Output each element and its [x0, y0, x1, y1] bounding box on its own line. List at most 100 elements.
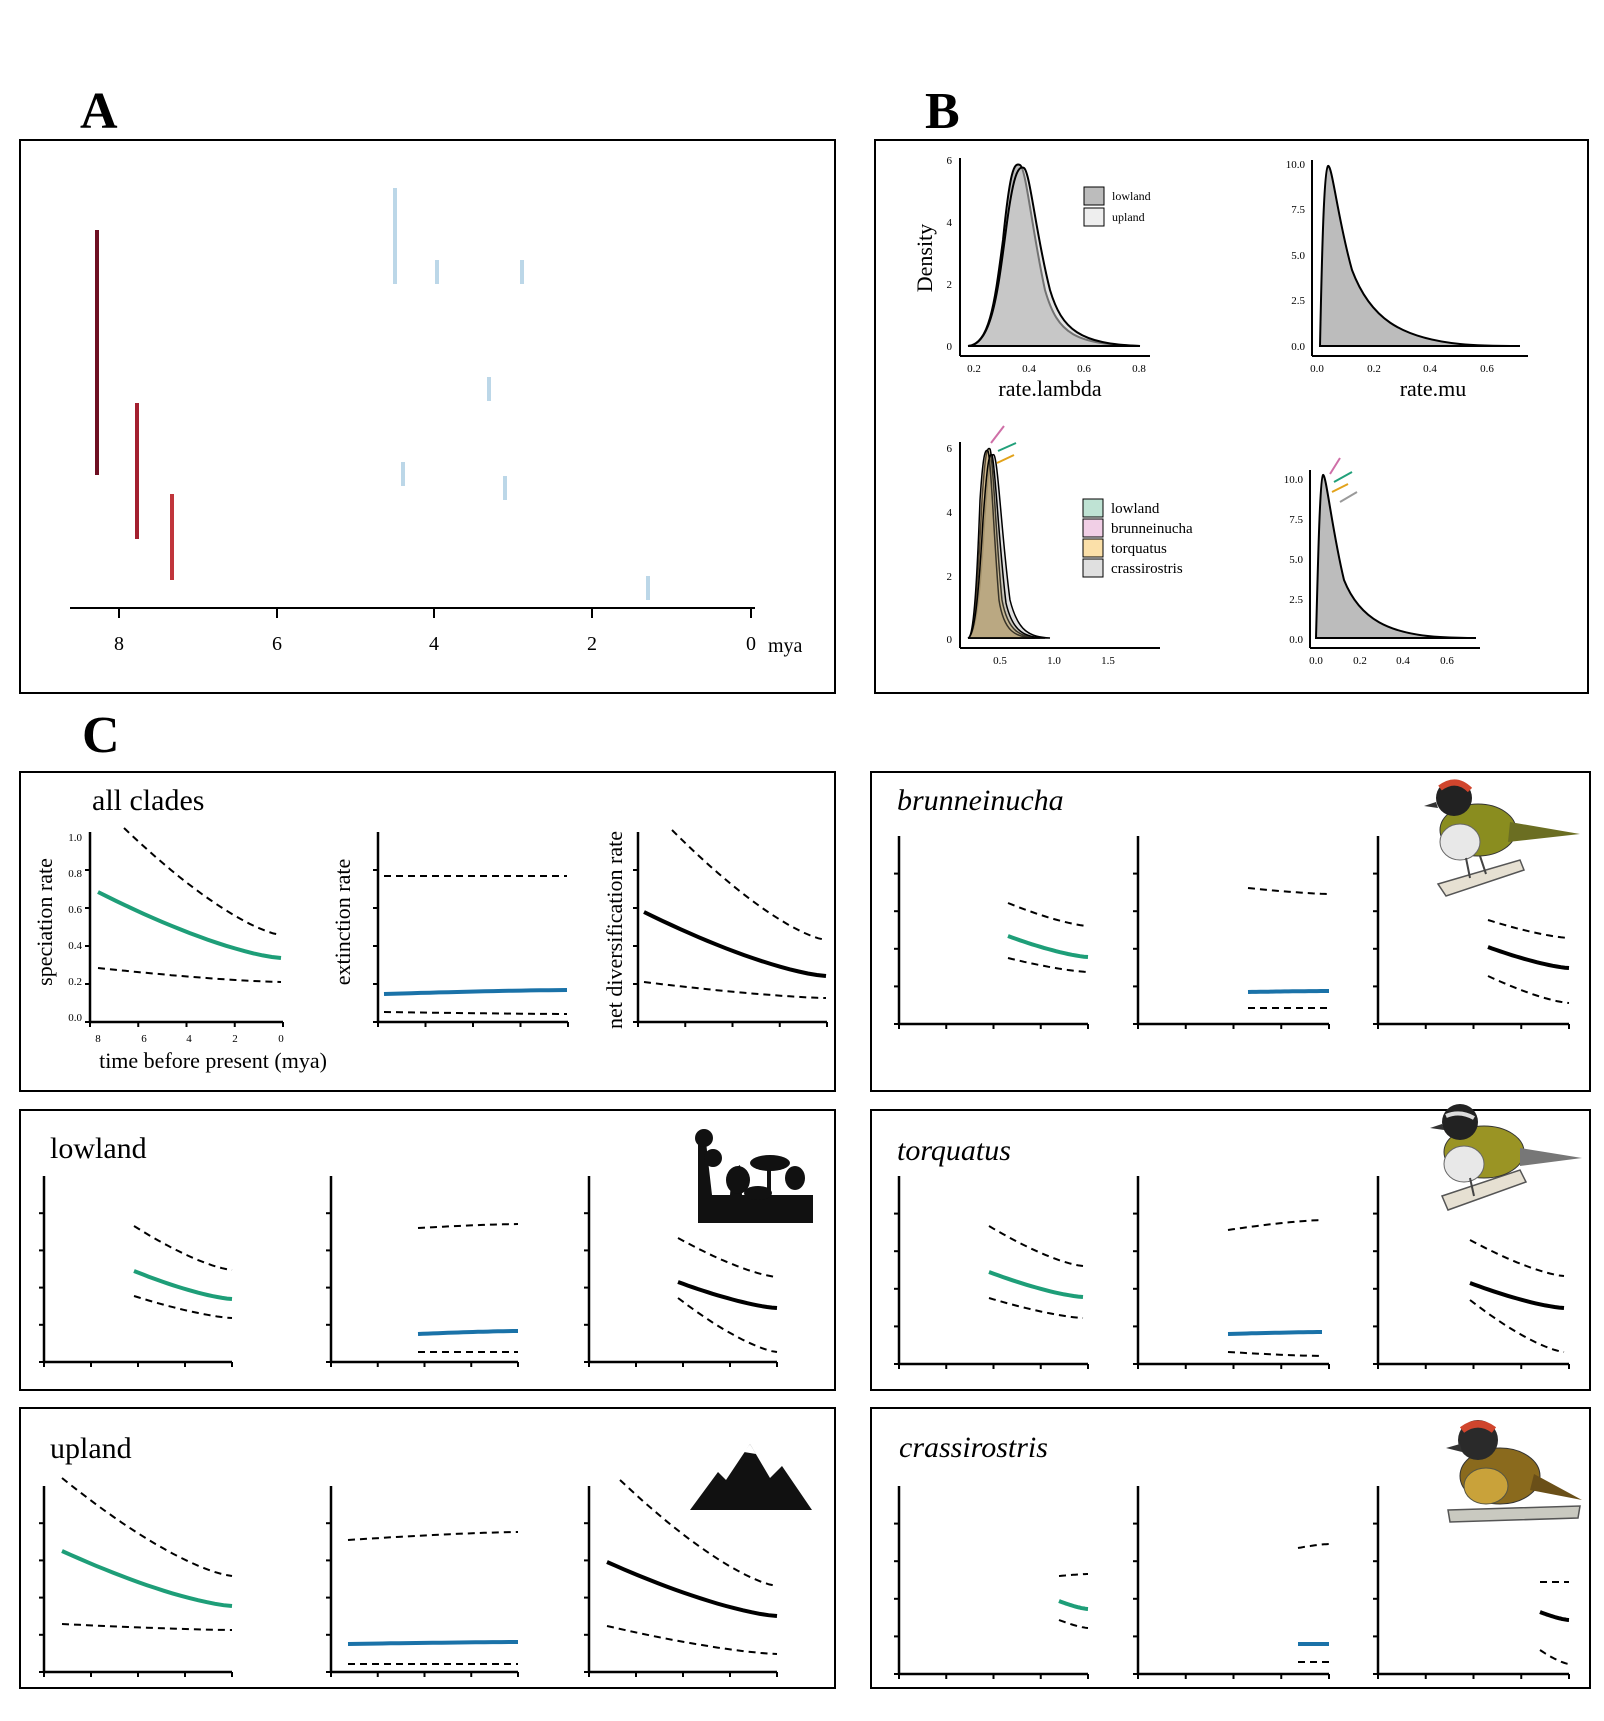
- legend-label-lowland: lowland: [1111, 501, 1160, 517]
- lambda-x-tick: 0.2: [967, 363, 981, 375]
- mountain-silhouette-icon: [690, 1444, 812, 1510]
- arrow-crassirostris: [1339, 491, 1358, 503]
- clades-lambda-y-tick: 0: [947, 634, 953, 646]
- clades-mu-y-tick: 7.5: [1289, 514, 1303, 526]
- arrow-brunneinucha: [1329, 457, 1341, 475]
- x-tick-label: 6: [141, 1033, 147, 1045]
- rate-subplots: [894, 1176, 1570, 1369]
- net-lower-ci: [606, 1625, 778, 1655]
- mu-x-tick: 0.6: [1480, 363, 1494, 375]
- rate-panel-crassirostris: crassirostris: [870, 1407, 1591, 1689]
- rate-subplots: [39, 1176, 778, 1367]
- mu-y-tick: 2.5: [1291, 295, 1305, 307]
- ylabel-net-diversification: net diversification rate: [602, 831, 627, 1029]
- phylogeny-tree: [95, 188, 765, 602]
- rate-panel-all-clades: all clades speciation rate extinction ra…: [19, 771, 836, 1092]
- speciation-lower-ci: [97, 967, 282, 983]
- mu-x-label: rate.mu: [1400, 376, 1467, 401]
- mu-y-tick: 7.5: [1291, 204, 1305, 216]
- rate-panel-brunneinucha: brunneinucha: [870, 771, 1591, 1092]
- net-rate-line: [1469, 1281, 1565, 1310]
- tree-axis-ticks: [118, 608, 752, 618]
- extinction-upper-ci: [417, 1223, 519, 1229]
- rate-panel-title: crassirostris: [899, 1431, 1048, 1464]
- speciation-y-ticks: 0.0 0.2 0.4 0.6 0.8 1.0: [68, 832, 82, 1024]
- speciation-rate-line: [988, 1270, 1084, 1299]
- y-tick-label: 0.0: [68, 1012, 82, 1024]
- legend-swatch-crassirostris: [1082, 558, 1104, 578]
- panel-b-frame: [874, 139, 1589, 694]
- density-mu-clades: [1314, 473, 1477, 639]
- extinction-lower-ci: [383, 1011, 567, 1015]
- clade-arrows-lambda: [990, 425, 1017, 464]
- bird-illustration-crassirostris-icon: [1446, 1420, 1582, 1523]
- speciation-x-ticks: 8 6 4 2 0: [95, 1033, 284, 1045]
- legend-label-torquatus: torquatus: [1111, 541, 1167, 557]
- speciation-upper-ci: [988, 1225, 1084, 1267]
- lambda-x-tick: 0.4: [1022, 363, 1036, 375]
- rate-panel-title: upland: [50, 1432, 132, 1465]
- ylabel-speciation: speciation rate: [32, 858, 57, 986]
- legend-swatch-lowland: [1082, 498, 1104, 518]
- extinction-upper-ci: [1227, 1219, 1323, 1231]
- mu-x-tick: 0.4: [1423, 363, 1437, 375]
- arrow-lowland: [1333, 471, 1353, 483]
- legend-label-lowland: lowland: [1112, 189, 1151, 203]
- rainforest-silhouette-icon: [695, 1129, 813, 1223]
- tree-axis-tick-label: 4: [429, 633, 439, 655]
- net-rate-line: [643, 910, 827, 978]
- arrow-brunneinucha: [990, 425, 1005, 444]
- legend-label-brunneinucha: brunneinucha: [1111, 521, 1193, 537]
- mu-y-tick: 10.0: [1286, 159, 1306, 171]
- panel-label-c: C: [82, 707, 120, 764]
- y-tick-label: 0.8: [68, 868, 82, 880]
- tree-axis-tick-label: 0: [746, 633, 756, 655]
- clades-lambda-y-tick: 4: [947, 507, 953, 519]
- speciation-lower-ci: [1007, 957, 1089, 973]
- rate-panel-frame: [870, 1109, 1591, 1391]
- mu-y-tick: 0.0: [1291, 341, 1305, 353]
- net-upper-ci: [671, 829, 827, 941]
- rate-subplots: [39, 1477, 778, 1677]
- density-mu: [1318, 164, 1521, 347]
- clades-lambda-y-tick: 6: [947, 443, 953, 455]
- tree-tips: [393, 188, 765, 602]
- net-rate-line: [1487, 945, 1570, 970]
- extinction-rate-line: [1247, 989, 1329, 994]
- tree-axis-tick-label: 6: [272, 633, 282, 655]
- x-tick-label: 2: [232, 1033, 238, 1045]
- rate-subplots: [894, 1486, 1570, 1679]
- net-upper-ci: [1487, 919, 1570, 939]
- speciation-lower-ci: [133, 1295, 233, 1319]
- y-tick-label: 0.6: [68, 904, 82, 916]
- xlabel-time: time before present (mya): [99, 1048, 327, 1073]
- rate-panel-title: all clades: [92, 784, 204, 817]
- panel-label-b: B: [925, 83, 960, 140]
- rate-panel-torquatus: torquatus: [870, 1104, 1591, 1391]
- speciation-upper-ci: [61, 1477, 233, 1577]
- clades-lambda-x-tick: 1.0: [1047, 655, 1061, 667]
- y-tick-label: 1.0: [68, 832, 82, 844]
- speciation-rate-line: [97, 890, 282, 960]
- speciation-lower-ci: [61, 1623, 233, 1631]
- arrow-lowland: [997, 442, 1017, 452]
- rate-panel-upland: upland: [19, 1407, 836, 1689]
- clades-mu-y-tick: 2.5: [1289, 594, 1303, 606]
- speciation-upper-ci: [1058, 1573, 1088, 1577]
- legend-swatch-upland: [1083, 207, 1105, 227]
- net-lower-ci: [1539, 1649, 1570, 1665]
- clades-mu-x-tick: 0.2: [1353, 655, 1367, 667]
- density-plot-mu: 0.0 2.5 5.0 7.5 10.0 0.0 0.2 0.4 0.6 rat…: [1286, 159, 1528, 401]
- speciation-lower-ci: [988, 1297, 1084, 1319]
- rate-panel-title: torquatus: [897, 1134, 1011, 1167]
- extinction-rate-line: [347, 1640, 518, 1646]
- speciation-rate-line: [1058, 1599, 1089, 1611]
- rate-panel-frame: [870, 1407, 1591, 1689]
- speciation-rate-line: [61, 1549, 233, 1608]
- ylabel-extinction: extinction rate: [330, 859, 355, 985]
- net-lower-ci: [643, 981, 827, 999]
- rate-panel-frame: [19, 771, 836, 1092]
- rate-subplots: [894, 836, 1570, 1029]
- net-rate-line: [606, 1560, 778, 1618]
- clades-mu-x-tick: 0.4: [1396, 655, 1410, 667]
